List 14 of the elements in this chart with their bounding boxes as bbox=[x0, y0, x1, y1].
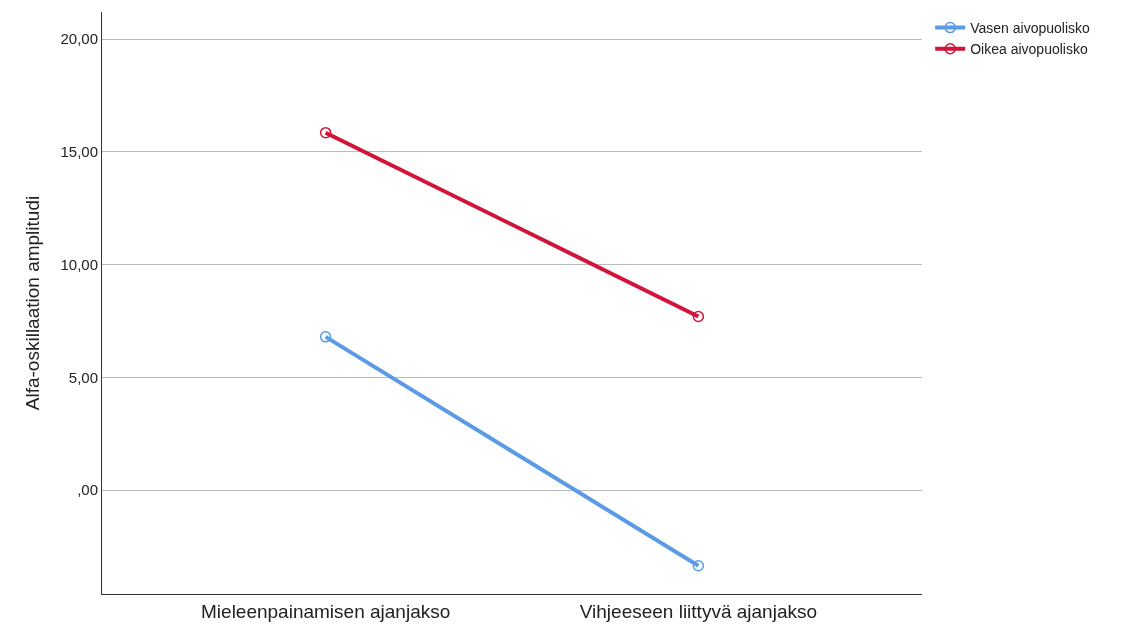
point bbox=[692, 310, 705, 323]
x-tick-label: Vihjeeseen liittyvä ajanjakso bbox=[579, 600, 818, 622]
point bbox=[319, 126, 332, 139]
x-tick-label: Mieleenpainamisen ajanjakso bbox=[201, 600, 451, 622]
legend-label: Vasen aivopuolisko bbox=[970, 20, 1091, 37]
point bbox=[319, 331, 332, 343]
y-tick-label: 10,00 bbox=[60, 255, 98, 273]
point bbox=[692, 560, 705, 572]
legend-label: Oikea aivopuolisko bbox=[970, 41, 1088, 58]
y-axis-title: Alfa-oskillaation amplitudi bbox=[22, 195, 44, 411]
y-tick-label: 20,00 bbox=[60, 30, 98, 48]
y-tick-label: 5,00 bbox=[68, 368, 98, 386]
y-tick-label: 15,00 bbox=[60, 143, 98, 161]
y-tick-label: ,00 bbox=[77, 481, 98, 499]
